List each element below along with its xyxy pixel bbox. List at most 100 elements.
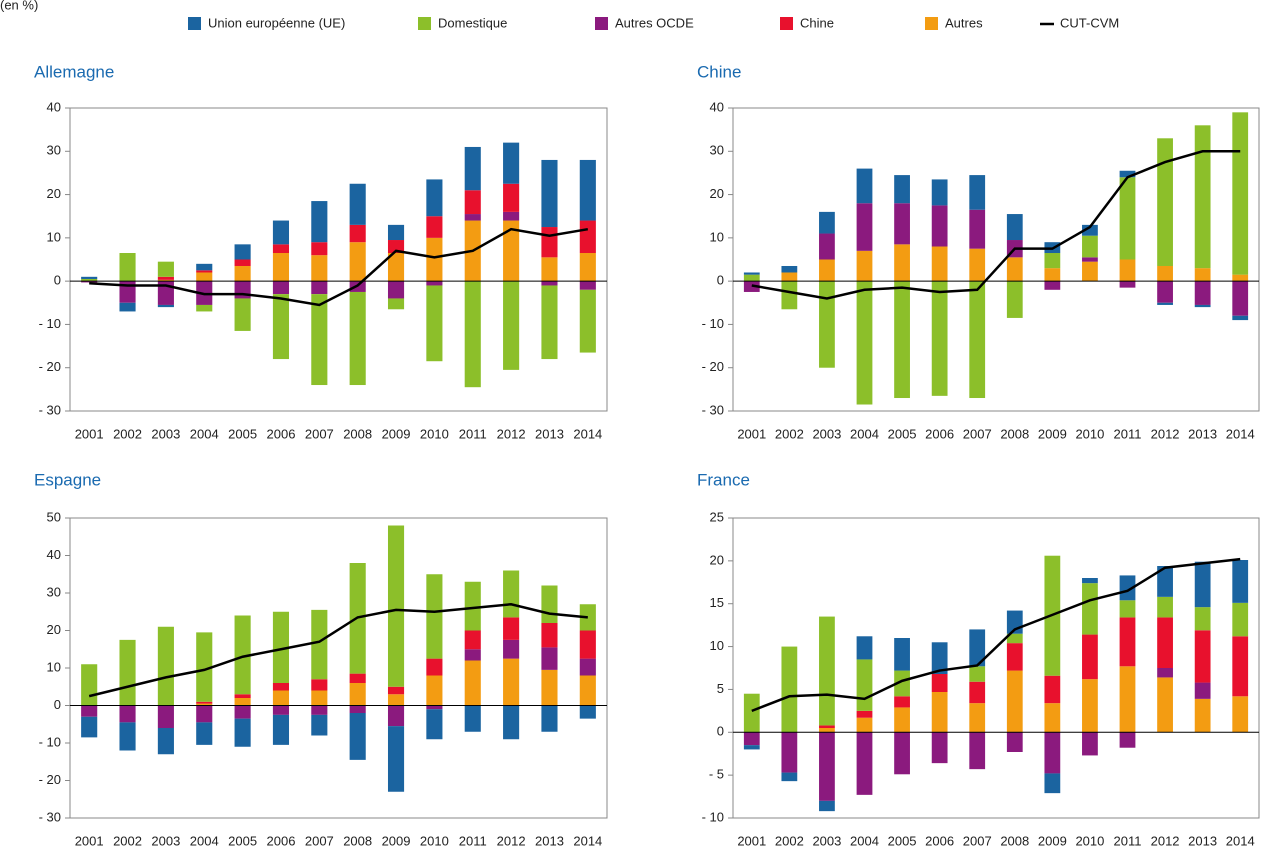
bar-segment (1119, 617, 1136, 667)
bar-segment (196, 722, 213, 745)
bar-segment (387, 525, 405, 687)
bar-segment (157, 261, 174, 277)
bar-segment (1044, 703, 1061, 733)
bar-segment (856, 250, 873, 282)
bar-segment (426, 675, 443, 706)
x-tick-label: 2009 (1038, 426, 1067, 441)
x-tick-label: 2008 (1000, 426, 1029, 441)
bar-segment (426, 709, 443, 740)
x-tick-label: 2007 (305, 833, 334, 848)
bar-segment (541, 285, 558, 360)
bar-segment (1194, 561, 1211, 608)
bar-segment (387, 253, 405, 282)
y-tick-label: - 20 (702, 359, 724, 374)
bar-segment (819, 616, 835, 726)
bar-segment (894, 696, 910, 708)
legend-label: CUT-CVM (1060, 15, 1119, 30)
y-tick-label: 0 (717, 273, 724, 288)
bar-segment (1119, 575, 1136, 601)
x-tick-label: 2008 (343, 426, 372, 441)
x-tick-label: 2007 (305, 426, 334, 441)
bar-segment (541, 669, 558, 706)
bar-segment (119, 639, 136, 706)
bar-segment (503, 183, 520, 212)
bar-segment (819, 725, 835, 728)
bar-segment (119, 705, 136, 723)
legend-label: Chine (800, 15, 834, 30)
bar-segment (931, 205, 948, 247)
bar-segment (503, 658, 520, 706)
bar-segment (387, 240, 405, 254)
bar-segment (1006, 214, 1023, 241)
y-tick-label: 0 (54, 273, 61, 288)
bar-segment (387, 705, 405, 727)
bar-segment (349, 291, 366, 386)
x-tick-label: 2001 (75, 833, 104, 848)
bar-segment (1119, 732, 1136, 748)
x-tick-label: 2012 (1151, 833, 1180, 848)
bar-segment (464, 146, 481, 191)
bar-segment (426, 658, 443, 676)
bar-segment (349, 673, 366, 683)
bar-segment (1194, 682, 1211, 699)
bar-segment (387, 694, 405, 706)
bar-segment (1232, 560, 1249, 603)
bar-segment (1119, 666, 1136, 733)
bar-segment (1119, 281, 1136, 288)
x-tick-label: 2008 (1000, 833, 1029, 848)
bar-segment (969, 281, 986, 399)
bar-segment (579, 159, 596, 221)
bar-segment (157, 626, 174, 706)
y-tick-label: 15 (710, 595, 724, 610)
x-tick-label: 2002 (775, 833, 804, 848)
line-series (751, 557, 1241, 713)
bar-segment (931, 732, 948, 764)
bar-segment (349, 183, 366, 225)
bar-segment (1082, 679, 1098, 733)
bar-segment (743, 732, 760, 746)
y-tick-label: - 10 (39, 734, 61, 749)
bar-segment (426, 237, 443, 282)
bar-segment (196, 705, 213, 723)
line-series (89, 227, 589, 307)
y-tick-label: - 10 (702, 316, 724, 331)
x-tick-label: 2013 (535, 426, 564, 441)
bar-segment (743, 274, 760, 282)
bar-segment (1044, 732, 1061, 774)
bar-segment (969, 732, 986, 770)
bar-segment (819, 728, 835, 733)
x-tick-label: 2009 (382, 426, 411, 441)
plot-frame (732, 107, 1260, 412)
bar-segment (541, 585, 558, 623)
plot-frame (732, 517, 1260, 819)
bar-segment (157, 279, 174, 282)
bar-segment (894, 175, 910, 204)
bar-segment (1082, 634, 1098, 680)
bar-segment (119, 253, 136, 282)
bar-segment (894, 638, 910, 671)
bar-segment (1232, 602, 1249, 637)
bar-segment (196, 703, 213, 706)
bar-segment (272, 690, 290, 706)
bar-segment (1157, 677, 1173, 733)
x-tick-label: 2001 (737, 426, 766, 441)
x-tick-label: 2012 (497, 833, 526, 848)
bar-segment (579, 630, 596, 659)
x-tick-label: 2004 (850, 833, 879, 848)
legend-swatch (595, 17, 608, 30)
bar-segment (969, 703, 986, 733)
bar-segment (234, 694, 251, 698)
y-tick-label: 10 (710, 638, 724, 653)
x-tick-label: 2012 (1151, 426, 1180, 441)
bar-segment (1232, 274, 1249, 282)
bar-segment (1082, 235, 1098, 258)
bar-segment (1232, 636, 1249, 697)
bar-segment (503, 639, 520, 659)
x-tick-label: 2010 (420, 833, 449, 848)
bar-segment (579, 253, 596, 282)
bar-segment (349, 683, 366, 706)
bar-segment (272, 244, 290, 254)
bar-segment (541, 705, 558, 732)
bar-segment (1157, 265, 1173, 282)
